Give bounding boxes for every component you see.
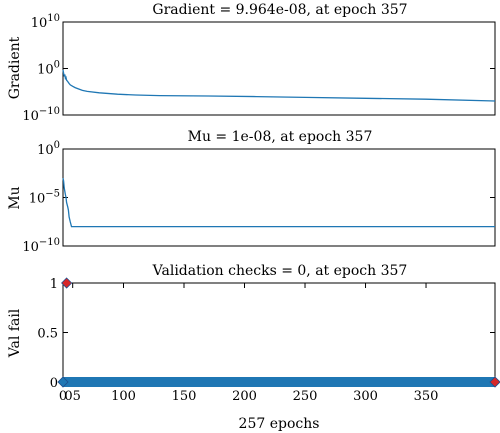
mu-series-line bbox=[62, 177, 495, 228]
mu-axes bbox=[62, 148, 496, 247]
mu-ytick-exp: −5 bbox=[45, 189, 60, 200]
mu-ytick-label: 10−10 bbox=[22, 237, 60, 255]
gradient-plot bbox=[62, 69, 496, 102]
xtick-label: 100 bbox=[111, 389, 136, 404]
xtick-label: 250 bbox=[293, 389, 318, 404]
mu-ytick-base: 10 bbox=[29, 192, 46, 207]
gradient-ytick-exp: 0 bbox=[54, 60, 60, 71]
gradient-ylabel: Gradient bbox=[7, 36, 23, 99]
mu-ytick-base: 10 bbox=[37, 143, 54, 158]
validation-ylabel: Val fail bbox=[7, 308, 23, 358]
validation-axes bbox=[62, 282, 496, 383]
xtick-label: 05 bbox=[64, 389, 81, 404]
mu-plot bbox=[62, 177, 495, 228]
gradient-ytick-base: 10 bbox=[31, 16, 48, 31]
gradient-ytick-label: 10−10 bbox=[22, 106, 60, 124]
gradient-ytick-base: 10 bbox=[37, 63, 54, 78]
xtick-label: 0 bbox=[59, 389, 67, 404]
validation-marker bbox=[57, 376, 69, 388]
mu-ytick-label: 10−5 bbox=[29, 189, 60, 207]
mu-ytick-base: 10 bbox=[22, 240, 39, 255]
gradient-ytick-label: 1010 bbox=[31, 13, 60, 31]
validation-marker bbox=[61, 277, 73, 289]
gradient-ytick-label: 100 bbox=[37, 60, 60, 78]
validation-ytick-label: 1 bbox=[50, 277, 58, 292]
xtick-label: 150 bbox=[172, 389, 197, 404]
mu-ytick-exp: 0 bbox=[54, 140, 60, 151]
gradient-series-line bbox=[62, 69, 496, 102]
validation-marker bbox=[489, 376, 500, 388]
gradient-title: Gradient = 9.964e-08, at epoch 357 bbox=[152, 2, 407, 18]
xtick-label: 200 bbox=[232, 389, 257, 404]
validation-panel: Validation checks = 0, at epoch 357 Val … bbox=[7, 263, 500, 432]
validation-marker-band bbox=[63, 377, 495, 387]
validation-ytick-label: 0 bbox=[50, 376, 58, 391]
xtick-label: 350 bbox=[414, 389, 439, 404]
mu-ytick-exp: −10 bbox=[39, 237, 60, 248]
gradient-axes bbox=[62, 21, 496, 116]
validation-xticks: 005 100 150 200 250 300 350 bbox=[59, 283, 439, 404]
mu-title: Mu = 1e-08, at epoch 357 bbox=[188, 129, 373, 145]
validation-title: Validation checks = 0, at epoch 357 bbox=[152, 263, 408, 279]
gradient-ytick-exp: −10 bbox=[39, 106, 60, 117]
xtick-label: 300 bbox=[353, 389, 378, 404]
mu-ytick-label: 100 bbox=[37, 140, 60, 158]
validation-plot bbox=[57, 277, 500, 388]
validation-ytick-label: 0.5 bbox=[37, 327, 58, 342]
epochs-xlabel: 257 epochs bbox=[239, 416, 320, 432]
gradient-ytick-exp: 10 bbox=[47, 13, 60, 24]
gradient-panel: Gradient = 9.964e-08, at epoch 357 Gradi… bbox=[7, 2, 496, 124]
mu-ylabel: Mu bbox=[7, 186, 23, 209]
gradient-ytick-base: 10 bbox=[22, 109, 39, 124]
